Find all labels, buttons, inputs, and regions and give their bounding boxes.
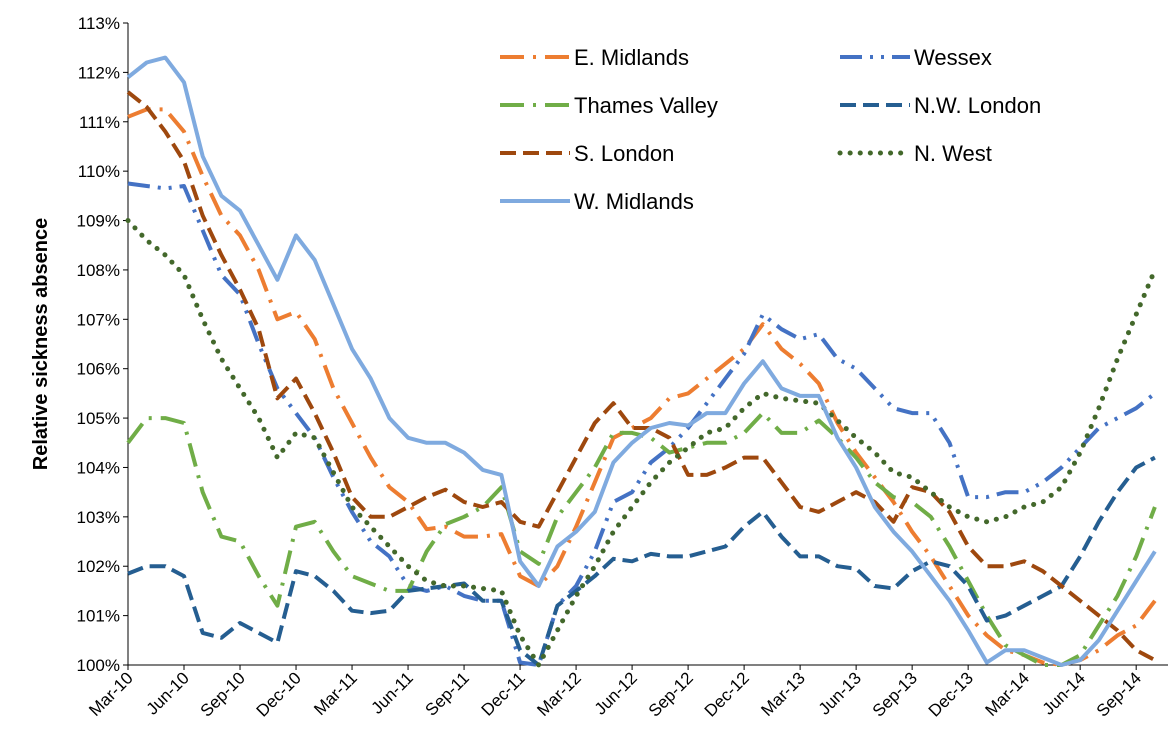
legend-label: Thames Valley	[574, 93, 718, 118]
x-tick-label: Dec-13	[925, 668, 977, 720]
y-tick-label: 105%	[77, 409, 120, 428]
x-tick-label: Sep-12	[645, 668, 697, 720]
y-tick-label: 106%	[77, 360, 120, 379]
legend-label: E. Midlands	[574, 45, 689, 70]
y-tick-label: 104%	[77, 458, 120, 477]
x-tick-label: Sep-11	[422, 668, 473, 719]
y-tick-label: 112%	[78, 63, 120, 82]
x-tick-label: Mar-13	[757, 668, 809, 720]
x-tick-label: Mar-11	[310, 668, 361, 719]
x-tick-label: Jun-11	[368, 668, 417, 717]
legend-label: W. Midlands	[574, 189, 694, 214]
x-tick-label: Sep-10	[197, 668, 249, 720]
series-line	[127, 455, 1156, 667]
x-tick-label: Mar-14	[981, 668, 1033, 720]
series-line	[127, 181, 1157, 667]
y-tick-label: 100%	[77, 656, 120, 675]
y-tick-label: 102%	[77, 557, 120, 576]
y-tick-label: 107%	[77, 310, 120, 329]
y-tick-label: 110%	[78, 162, 120, 181]
legend-label: S. London	[574, 141, 674, 166]
y-tick-label: 113%	[78, 14, 120, 33]
y-tick-label: 101%	[77, 607, 120, 626]
x-tick-label: Sep-13	[869, 668, 921, 720]
series-line	[127, 107, 1157, 667]
y-tick-label: 103%	[77, 508, 120, 527]
y-axis-title: Relative sickness absence	[30, 218, 52, 470]
y-tick-label: 109%	[77, 212, 120, 231]
series-line	[126, 55, 1157, 667]
legend-label: Wessex	[914, 45, 992, 70]
x-tick-label: Jun-14	[1039, 668, 1089, 718]
y-tick-label: 108%	[77, 261, 120, 280]
x-tick-label: Jun-10	[143, 668, 193, 718]
x-tick-label: Dec-12	[701, 668, 753, 720]
legend-label: N. West	[914, 141, 992, 166]
x-tick-label: Dec-11	[478, 668, 529, 719]
y-tick-label: 111%	[79, 113, 120, 132]
x-tick-label: Mar-10	[85, 668, 137, 720]
x-tick-label: Jun-12	[591, 668, 641, 718]
x-tick-label: Mar-12	[533, 668, 585, 720]
x-tick-label: Dec-10	[253, 668, 305, 720]
series-line	[126, 90, 1156, 662]
x-tick-label: Jun-13	[815, 668, 865, 718]
series-line	[125, 218, 1158, 668]
legend-label: N.W. London	[914, 93, 1041, 118]
x-tick-label: Sep-14	[1093, 668, 1145, 720]
